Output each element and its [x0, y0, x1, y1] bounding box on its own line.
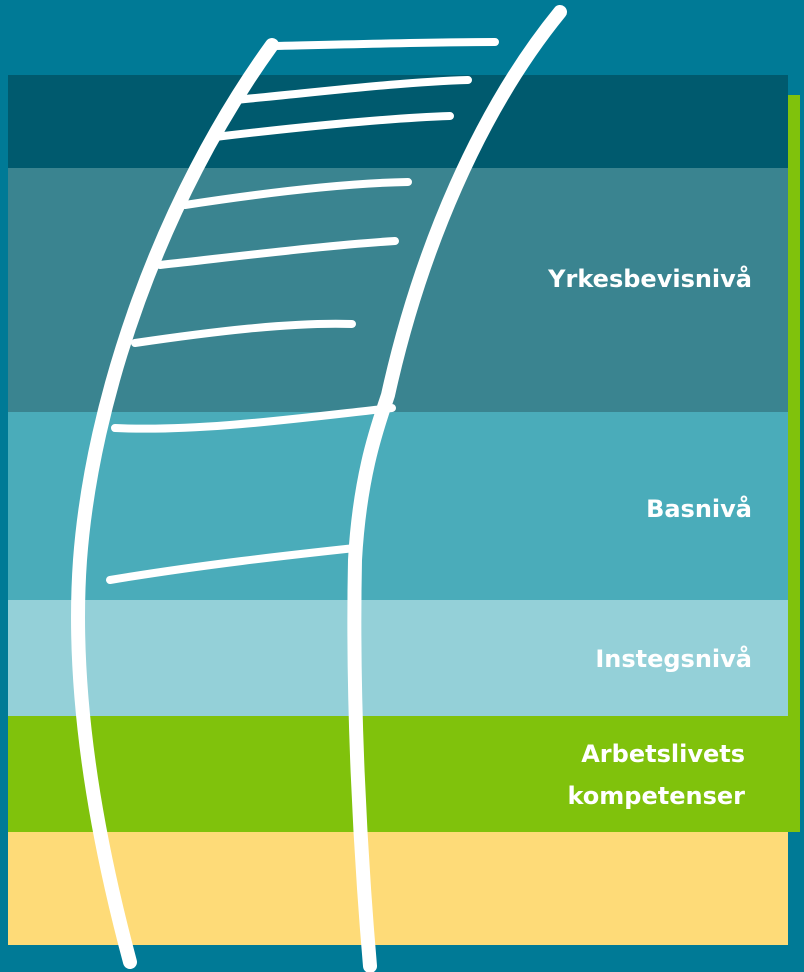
- page: {"levels": [ {"label": "Yrkesbevisnivå"}…: [0, 0, 804, 972]
- level-label: Instegsnivå: [595, 644, 752, 673]
- band-arbetsliv: [8, 716, 788, 832]
- level-label: Basnivå: [646, 494, 752, 523]
- edge-strip: [788, 95, 800, 832]
- level-label: Yrkesbevisnivå: [547, 264, 752, 293]
- level-label: Arbetslivets: [581, 740, 745, 768]
- ladder-diagram: Yrkesbevisnivå Basnivå Instegsnivå Arbet…: [0, 0, 804, 972]
- level-label: kompetenser: [567, 782, 745, 810]
